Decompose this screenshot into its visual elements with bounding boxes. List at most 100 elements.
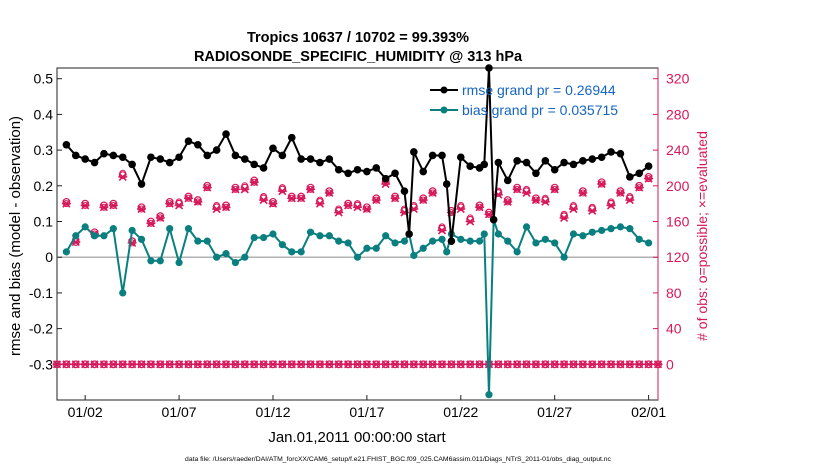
obs-possible-marker (644, 172, 653, 181)
rmse-point (316, 158, 324, 167)
obs-evaluated-marker (99, 203, 109, 212)
rmse-point (588, 155, 597, 163)
bias-point (306, 228, 315, 236)
obs-possible-marker (372, 194, 381, 203)
obs-evaluated-marker (559, 213, 569, 223)
y-axis-right-label: # of obs: o=possible; ×=evaluated (694, 131, 710, 341)
bias-point (513, 248, 521, 256)
x-tick-label: 01/27 (537, 404, 572, 420)
bias-point (278, 241, 286, 249)
legend-bias-marker (440, 106, 448, 114)
rmse-point (90, 158, 99, 167)
obs-possible-marker (62, 197, 71, 206)
chart-title-line2: RADIOSONDE_SPECIFIC_HUMIDITY @ 313 hPa (194, 49, 523, 65)
obs-evaluated-marker (522, 188, 532, 198)
obs-evaluated-marker (334, 208, 344, 217)
bias-point (288, 248, 296, 256)
obs-possible-marker (269, 197, 277, 206)
rmse-point (372, 164, 381, 172)
bias-point (72, 232, 80, 240)
obs-possible-marker (569, 203, 578, 212)
left-tick-label: 0.4 (34, 106, 54, 122)
obs-possible-marker (419, 194, 428, 203)
obs-possible-marker (362, 203, 371, 212)
rmse-point (231, 151, 240, 160)
rmse-point (269, 144, 277, 153)
obs-evaluated-marker (193, 197, 203, 206)
rmse-point (635, 169, 644, 178)
obs-count-series (52, 169, 663, 369)
rmse-point (353, 165, 362, 174)
right-tick-label: 0 (666, 356, 674, 372)
obs-evaluated-marker (202, 183, 212, 192)
obs-evaluated-marker (644, 174, 654, 183)
bias-point (335, 237, 343, 245)
bias-point (269, 230, 277, 238)
bias-point (480, 230, 488, 238)
obs-evaluated-marker (268, 199, 278, 208)
bias-point (166, 225, 174, 233)
obs-evaluated-marker (512, 185, 522, 194)
bias-point (184, 225, 193, 233)
obs-evaluated-marker (353, 203, 362, 212)
bias-point (635, 235, 643, 243)
rmse-point (278, 151, 287, 160)
obs-possible-marker (250, 176, 259, 185)
rmse-point (156, 155, 165, 163)
obs-possible-marker (212, 203, 221, 212)
obs-possible-marker (588, 205, 597, 213)
bias-point (90, 232, 99, 240)
rmse-point (71, 151, 80, 160)
obs-possible-marker (81, 199, 90, 208)
obs-evaluated-marker (343, 201, 353, 210)
obs-possible-marker (532, 194, 540, 203)
rmse-point (503, 176, 512, 185)
obs-possible-marker (560, 212, 568, 221)
rmse-point (381, 174, 390, 183)
rmse-point (616, 149, 625, 158)
obs-evaluated-marker (550, 185, 560, 194)
obs-possible-marker (391, 192, 399, 201)
bias-point (522, 223, 531, 231)
obs-possible-marker (100, 201, 108, 210)
bias-point (438, 235, 446, 243)
obs-evaluated-marker (118, 172, 128, 181)
obs-evaluated-marker (362, 204, 372, 214)
rmse-point (259, 164, 268, 172)
obs-evaluated-marker (465, 217, 475, 226)
bias-point (372, 244, 380, 252)
obs-evaluated-marker (137, 204, 147, 214)
rmse-point (560, 158, 568, 167)
obs-evaluated-marker (578, 188, 588, 198)
obs-possible-marker (137, 203, 146, 212)
obs-possible-marker (607, 199, 615, 208)
rmse-point (118, 153, 127, 162)
bias-point (203, 237, 211, 245)
left-tick-label: 0.1 (34, 214, 54, 230)
obs-evaluated-marker (165, 199, 175, 208)
obs-evaluated-marker (634, 183, 644, 192)
obs-possible-marker (165, 197, 174, 206)
obs-evaluated-marker (146, 219, 156, 228)
bias-point (532, 239, 540, 247)
chart-title-line1: Tropics 10637 / 10702 = 99.393% (247, 30, 469, 46)
obs-possible-marker (428, 187, 437, 196)
rmse-point (466, 162, 474, 170)
obs-evaluated-marker (587, 206, 597, 215)
obs-evaluated-marker (296, 194, 306, 203)
obs-evaluated-marker (390, 194, 400, 203)
obs-evaluated-marker (503, 197, 513, 206)
rmse-point (109, 151, 118, 160)
left-tick-label: 0.5 (34, 71, 54, 87)
left-tick-label: -0.3 (29, 356, 53, 372)
obs-possible-marker (503, 196, 512, 204)
obs-evaluated-marker (315, 199, 325, 208)
legend-rmse-label: rmse grand pr = 0.26944 (462, 82, 616, 98)
obs-evaluated-marker (381, 179, 391, 189)
bias-point (81, 223, 89, 231)
obs-possible-marker (316, 197, 324, 206)
rmse-point (184, 137, 193, 145)
rmse-point (428, 151, 437, 160)
bias-point (598, 226, 606, 235)
bias-point (588, 228, 596, 236)
